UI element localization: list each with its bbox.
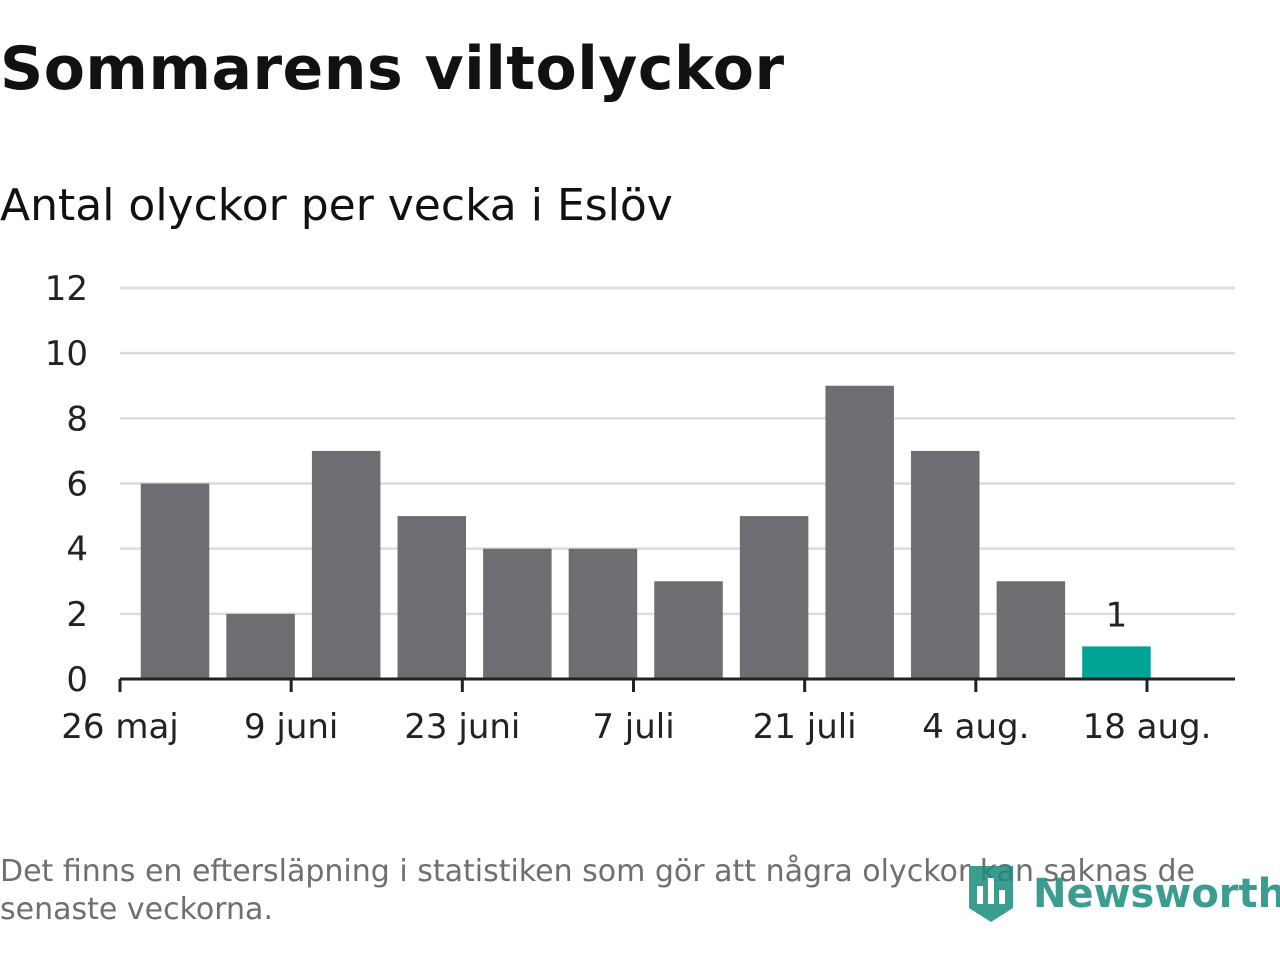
- bar: [654, 581, 723, 679]
- x-tick-label: 26 maj: [61, 707, 178, 747]
- y-tick-label: 2: [66, 595, 88, 635]
- chart-subtitle: Antal olyckor per vecka i Eslöv: [0, 180, 673, 231]
- bar: [140, 483, 210, 679]
- x-tick-label: 18 aug.: [1083, 707, 1212, 747]
- bar: [483, 548, 552, 679]
- x-tick-label: 21 juli: [753, 707, 857, 747]
- bar: [311, 450, 381, 679]
- x-tick-label: 9 juni: [244, 707, 338, 747]
- brand-name: Newsworthy: [1033, 871, 1280, 917]
- bar: [226, 613, 295, 679]
- y-tick-label: 6: [66, 465, 88, 505]
- x-tick-label: 4 aug.: [922, 707, 1029, 747]
- y-tick-label: 10: [45, 334, 88, 374]
- newsworthy-logo-icon: [969, 866, 1013, 922]
- bar: [996, 581, 1066, 679]
- bar: [1082, 646, 1151, 679]
- data-label: 1: [1106, 595, 1128, 635]
- bar-chart: 0 2 4 6 8 10 12 1 26 maj 9 juni 23 juni 7 juli 21 ju…: [45, 269, 1235, 747]
- bar: [568, 548, 638, 679]
- y-tick-label: 12: [45, 269, 88, 309]
- bar: [911, 450, 980, 679]
- chart-title: Sommarens viltolyckor: [0, 34, 785, 104]
- bar: [397, 516, 467, 679]
- bar: [825, 385, 894, 679]
- bar: [739, 516, 809, 679]
- brand-logo: Newsworthy: [965, 862, 1280, 926]
- x-tick-label: 23 juni: [404, 707, 520, 747]
- y-tick-label: 8: [66, 399, 88, 439]
- y-tick-label: 0: [66, 660, 88, 700]
- x-tick-label: 7 juli: [592, 707, 674, 747]
- y-tick-label: 4: [66, 530, 88, 570]
